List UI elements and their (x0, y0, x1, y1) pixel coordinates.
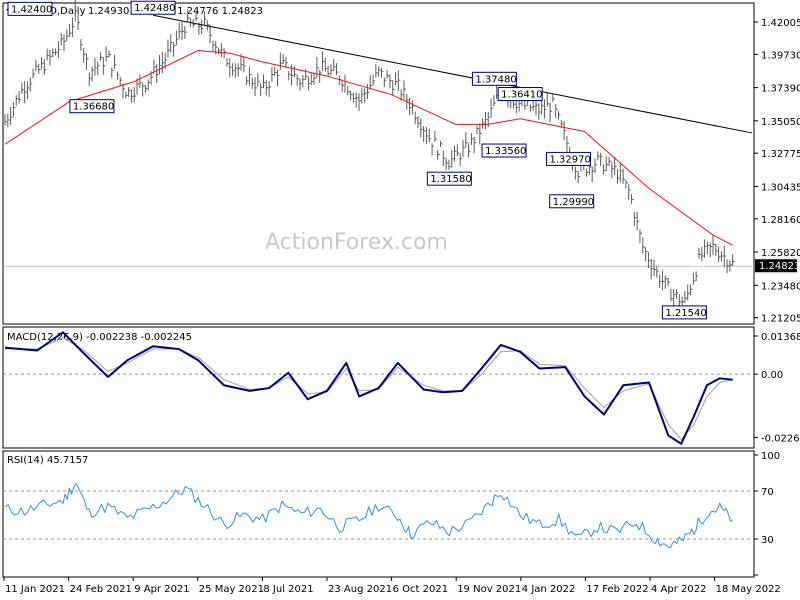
annotation-label: 1.36410 (501, 90, 542, 101)
annotation-box (545, 151, 591, 166)
annotation-box (471, 71, 517, 86)
annotation-label: 1.31580 (430, 174, 471, 185)
price-axis-label: 1.42005 (761, 18, 800, 29)
macd-layer (3, 331, 754, 445)
annotation-label: 1.21540 (665, 308, 706, 319)
annotation-label: 1.29990 (553, 197, 594, 208)
level-annotation: 1.32970 (545, 151, 591, 166)
macd-axis-label: 0.013686 (761, 332, 800, 343)
annotation-box (549, 194, 595, 209)
annotation-label: 1.32970 (549, 154, 590, 165)
price-panel-frame (2, 2, 755, 325)
x-axis-label: 9 Apr 2021 (134, 584, 189, 595)
rsi-line (4, 482, 733, 549)
annotation-box (130, 0, 176, 15)
level-annotation: 1.42480 (130, 0, 176, 15)
level-annotation: 1.42400 (7, 1, 53, 16)
price-axis-label: 1.25820 (761, 248, 800, 259)
watermark: ActionForex.com (265, 230, 448, 255)
macd-axis-label: -0.022698 (761, 433, 800, 444)
annotation-box (7, 1, 53, 16)
level-annotation: 1.29990 (549, 194, 595, 209)
trendline (153, 14, 753, 134)
axis-layer: 1.42005 1.39730 1.37390 1.35050 1.32775 1.304… (3, 18, 800, 595)
rsi-axis-label: 100 (761, 451, 780, 462)
price-bars (4, 0, 735, 310)
x-axis-label: 25 May 2021 (199, 584, 264, 595)
annotation-box (661, 305, 707, 320)
rsi-panel-frame (2, 450, 755, 578)
annotation-label: 1.37480 (475, 74, 516, 85)
price-axis-label: 1.23480 (761, 281, 800, 292)
moving-average-line (4, 49, 733, 246)
annotation-box (69, 99, 115, 114)
x-axis-label: 18 May 2022 (716, 584, 781, 595)
price-axis-label: 1.39730 (761, 50, 800, 61)
annotation-label: 1.42480 (134, 3, 175, 14)
rsi-layer (3, 482, 754, 549)
x-axis-label: 23 Aug 2021 (328, 584, 392, 595)
level-annotation: 1.33560 (481, 143, 527, 158)
macd-axis-label: 0.00 (761, 370, 783, 381)
price-axis-label: 1.21205 (761, 314, 800, 325)
level-annotation: 1.36680 (69, 99, 115, 114)
x-axis-label: 4 Apr 2022 (651, 584, 706, 595)
price-layer: 1.42400 1.42480 1.36680 1.37480 1.36410 1.335… (3, 0, 754, 320)
x-axis-label: 11 Jan 2021 (5, 584, 65, 595)
annotation-box (497, 87, 543, 102)
rsi-axis-label: 30 (761, 535, 774, 546)
annotation-label: 1.36680 (73, 102, 114, 113)
annotation-label: 1.42400 (11, 4, 52, 15)
x-axis-label: 24 Feb 2021 (70, 584, 132, 595)
level-annotation: 1.37480 (471, 71, 517, 86)
level-annotation: 1.36410 (497, 87, 543, 102)
price-axis-label: 1.30435 (761, 182, 800, 193)
x-axis-label: 19 Nov 2021 (457, 584, 521, 595)
level-annotation: 1.21540 (661, 305, 707, 320)
current-price-tag (755, 259, 797, 273)
price-axis-label: 1.32775 (761, 149, 800, 160)
x-axis-label: 8 Jul 2021 (263, 584, 313, 595)
price-axis-label: 1.37390 (761, 84, 800, 95)
annotation-box (426, 171, 472, 186)
x-axis-label: 17 Feb 2022 (586, 584, 648, 595)
x-axis-label: 6 Oct 2021 (393, 584, 448, 595)
macd-title: MACD(12,26,9) -0.002238 -0.002245 (7, 332, 192, 343)
annotation-label: 1.33560 (485, 146, 526, 157)
level-annotation: 1.31580 (426, 171, 472, 186)
annotation-box (481, 143, 527, 158)
price-axis-label: 1.28160 (761, 215, 800, 226)
current-price-label: 1.24823 (759, 261, 800, 272)
x-axis-label: 4 Jan 2022 (522, 584, 576, 595)
rsi-axis-label: 70 (761, 487, 774, 498)
macd-line (4, 331, 733, 445)
rsi-title: RSI(14) 45.7157 (7, 455, 88, 466)
price-axis-label: 1.35050 (761, 117, 800, 128)
